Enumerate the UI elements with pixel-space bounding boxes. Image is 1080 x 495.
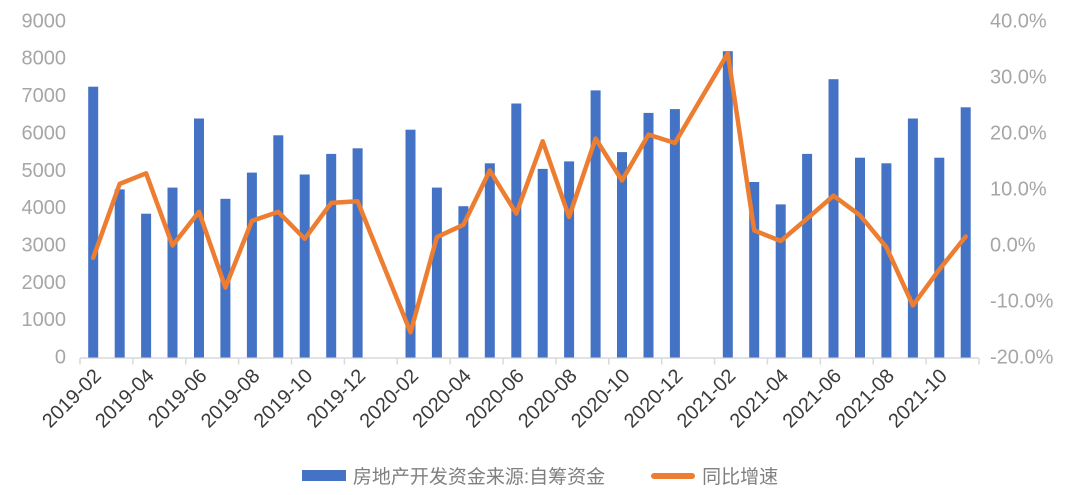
right-axis-tick-label: 20.0% [990, 123, 1047, 145]
bar-2019-11 [326, 153, 337, 358]
bar-series-label: 房地产开发资金来源:自筹资金 [352, 467, 606, 488]
line-series-label: 同比增速 [702, 467, 779, 488]
bar-2021-03 [749, 182, 760, 358]
bar-2020-09 [590, 90, 601, 358]
left-axis-tick-label: 2000 [22, 272, 67, 294]
bar-2019-12 [352, 148, 363, 358]
bar-2021-02 [722, 51, 733, 358]
bar-2019-10 [299, 174, 310, 358]
bar-2019-02 [88, 86, 99, 358]
bar-2020-02 [405, 129, 416, 358]
bar-2021-07 [855, 157, 865, 358]
right-axis-tick-label: 10.0% [990, 179, 1047, 201]
bar-2020-10 [617, 152, 627, 358]
bar-2020-12 [669, 109, 680, 358]
bar-series-swatch [301, 470, 346, 481]
bar-2019-08 [246, 172, 257, 358]
bar-2019-06 [194, 118, 204, 358]
bar-2020-08 [564, 161, 575, 358]
legend: 房地产开发资金来源:自筹资金 同比增速 [0, 462, 1080, 489]
bar-2020-11 [643, 112, 654, 358]
right-axis-tick-label: -10.0% [990, 291, 1054, 313]
left-axis-tick-label: 6000 [22, 122, 67, 144]
right-axis-tick-label: 0.0% [990, 235, 1036, 257]
left-axis-tick-label: 3000 [22, 234, 67, 256]
bar-2020-03 [431, 187, 442, 358]
bar-2021-05 [802, 153, 813, 358]
bar-2020-05 [484, 163, 495, 358]
left-axis-tick-label: 9000 [22, 10, 67, 32]
bar-2020-06 [511, 103, 522, 358]
bar-2019-07 [220, 198, 231, 358]
growth-line [90, 51, 968, 335]
legend-item-bar-series: 房地产开发资金来源:自筹资金 [301, 462, 606, 489]
left-axis-tick-label: 4000 [22, 197, 67, 219]
bar-2019-05 [167, 187, 178, 358]
left-axis-tick-label: 0 [55, 347, 66, 369]
bar-2021-04 [775, 204, 786, 358]
bar-2019-09 [273, 135, 284, 358]
bar-2019-04 [141, 213, 152, 358]
right-axis-tick-label: -20.0% [990, 347, 1054, 369]
right-axis-tick-label: 30.0% [990, 67, 1047, 89]
bar-2021-06 [828, 79, 839, 358]
left-axis-tick-label: 8000 [22, 48, 67, 70]
bar-2019-03 [114, 189, 125, 358]
bar-2021-10 [934, 157, 945, 358]
x-axis-tick-label: 2021-10 [884, 365, 951, 432]
left-axis-tick-label: 5000 [22, 160, 67, 182]
bar-2021-09 [907, 118, 918, 358]
right-axis-tick-label: 40.0% [990, 11, 1047, 33]
legend-item-line-series: 同比增速 [651, 462, 778, 489]
line-series-swatch [651, 472, 696, 479]
left-axis-tick-label: 1000 [22, 309, 67, 331]
bar-2021-11 [960, 107, 971, 358]
bar-2020-07 [537, 168, 548, 358]
left-axis-tick-label: 7000 [22, 85, 67, 107]
bar-2021-08 [881, 163, 892, 358]
bar-2020-04 [458, 206, 469, 358]
